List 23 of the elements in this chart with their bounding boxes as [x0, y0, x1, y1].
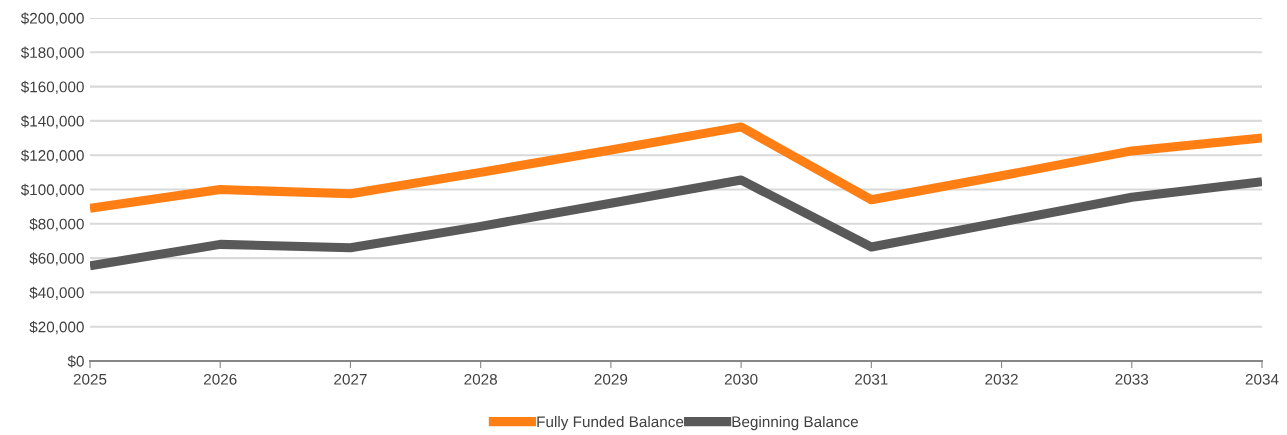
- y-tick-label: $140,000: [20, 115, 84, 129]
- x-tick-label: 2027: [334, 373, 367, 385]
- y-tick-label: $100,000: [20, 183, 84, 197]
- y-tick-label: $0: [67, 355, 84, 368]
- y-tick-label: $200,000: [20, 12, 84, 26]
- y-tick-label: $120,000: [20, 149, 84, 163]
- x-tick-label: 2033: [1115, 373, 1149, 385]
- x-tick-label: 2028: [464, 373, 497, 385]
- y-tick-label: $160,000: [20, 80, 84, 95]
- y-tick-label: $40,000: [29, 286, 84, 300]
- y-tick-label: $180,000: [20, 46, 84, 60]
- x-tick-label: 2032: [985, 373, 1018, 385]
- x-tick-label: 2034: [1245, 373, 1279, 385]
- y-tick-label: $80,000: [29, 218, 84, 232]
- legend-label: Fully Funded Balance: [537, 415, 684, 431]
- x-tick-label: 2030: [724, 373, 758, 385]
- x-tick-label: 2026: [204, 373, 237, 385]
- x-tick-label: 2025: [73, 373, 107, 385]
- y-tick-label: $20,000: [29, 320, 84, 335]
- x-tick-label: 2029: [594, 373, 628, 385]
- y-tick-label: $60,000: [29, 252, 84, 266]
- legend-label: Beginning Balance: [732, 415, 858, 431]
- x-tick-label: 2031: [855, 373, 888, 385]
